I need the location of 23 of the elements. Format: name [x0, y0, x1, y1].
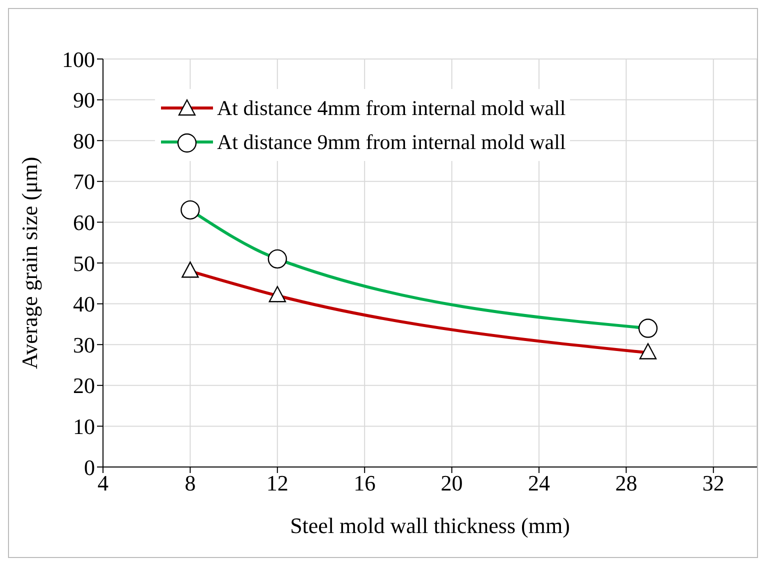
x-tick-label: 12 — [266, 470, 288, 496]
x-tick-label: 24 — [528, 470, 550, 496]
y-tick-label: 10 — [73, 414, 95, 440]
y-tick-label: 80 — [73, 128, 95, 154]
y-tick-label: 60 — [73, 210, 95, 236]
y-tick-label: 20 — [73, 373, 95, 398]
y-axis-title: Average grain size (μm) — [16, 156, 42, 370]
x-tick-label: 16 — [354, 470, 376, 496]
legend-label: At distance 9mm from internal mold wall — [217, 130, 566, 154]
x-tick-label: 32 — [702, 470, 724, 496]
x-tick-label: 20 — [440, 470, 463, 496]
y-tick-label: 40 — [73, 292, 95, 317]
x-tick-label: 28 — [615, 470, 638, 496]
y-tick-label: 0 — [84, 454, 95, 480]
x-tick-label: 4 — [98, 470, 108, 496]
y-tick-label: 100 — [62, 46, 95, 72]
x-tick-label: 8 — [184, 470, 196, 496]
y-tick-label: 30 — [73, 332, 95, 358]
y-tick-label: 70 — [73, 169, 95, 194]
x-axis-title: Steel mold wall thickness (mm) — [290, 513, 570, 538]
y-tick-label: 90 — [73, 88, 95, 113]
y-tick-label: 50 — [73, 250, 95, 276]
legend-label: At distance 4mm from internal mold wall — [217, 96, 566, 120]
